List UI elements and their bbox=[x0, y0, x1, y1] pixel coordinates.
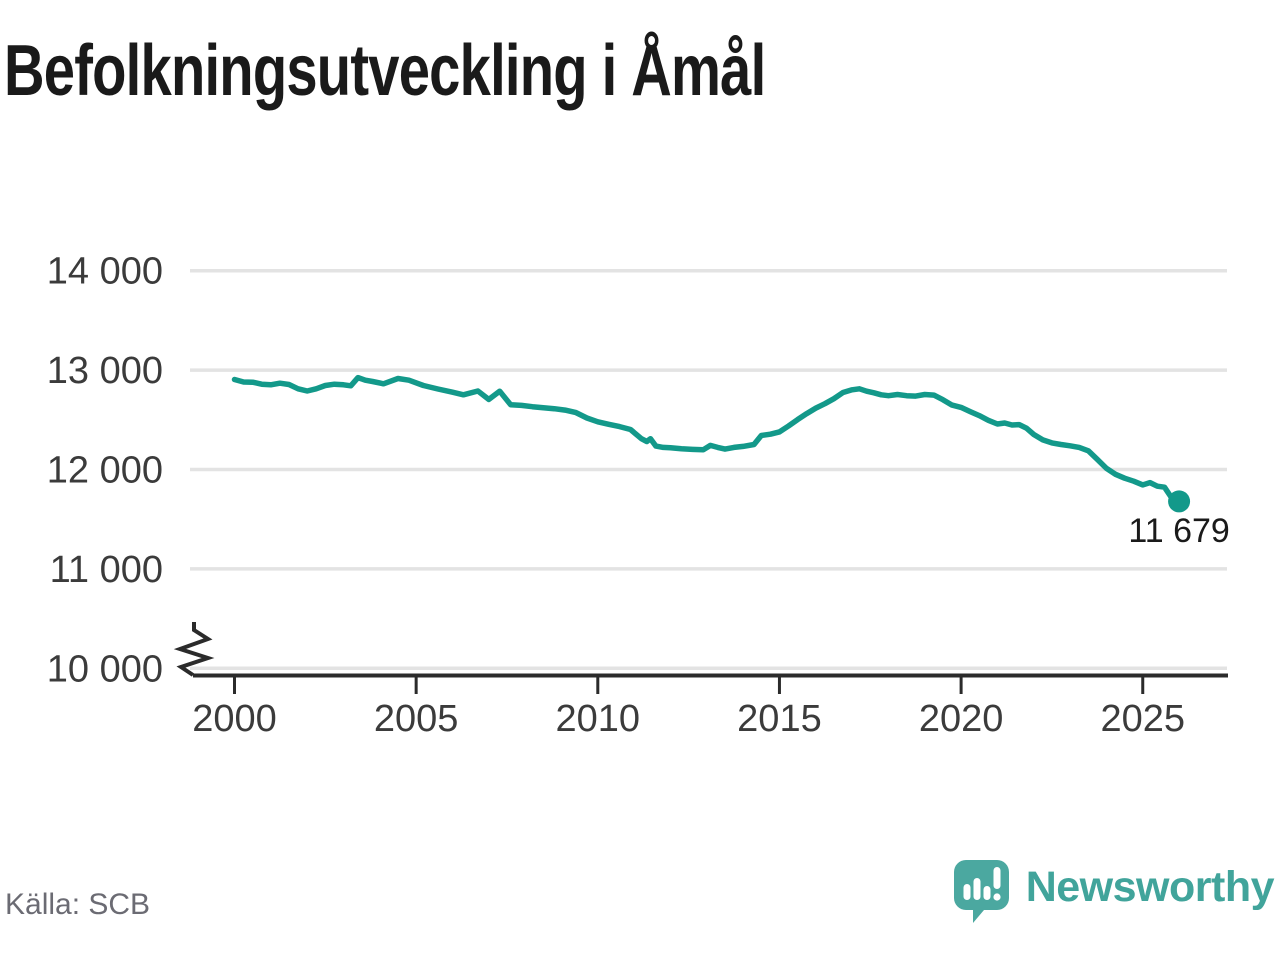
axis-break-icon bbox=[173, 622, 215, 677]
y-tick-label-14000: 14 000 bbox=[47, 251, 163, 293]
y-tick-label-12000: 12 000 bbox=[47, 450, 163, 492]
newsworthy-brand: Newsworthy bbox=[953, 858, 1275, 926]
newsworthy-wordmark: Newsworthy bbox=[1025, 862, 1275, 911]
x-tick-label-2020: 2020 bbox=[919, 698, 1004, 740]
newsworthy-logo-icon bbox=[953, 860, 1009, 923]
y-tick-label-11000: 11 000 bbox=[50, 549, 163, 591]
y-tick-label-10000: 10 000 bbox=[47, 648, 163, 690]
x-tick-label-2010: 2010 bbox=[556, 698, 641, 740]
end-point-value-label: 11 679 bbox=[1128, 512, 1229, 550]
chart-title: Befolkningsutveckling i Åmål bbox=[4, 31, 766, 111]
speech-bubble-shape bbox=[953, 860, 1009, 923]
y-tick-label-13000: 13 000 bbox=[47, 350, 163, 392]
x-tick-label-2000: 2000 bbox=[192, 698, 277, 740]
end-point-dot bbox=[1168, 490, 1191, 513]
x-tick-label-2015: 2015 bbox=[737, 698, 822, 740]
source-note: Källa: SCB bbox=[5, 888, 151, 921]
population-line bbox=[231, 374, 1182, 505]
bar-chart-exclamation-icon bbox=[963, 867, 1001, 901]
x-tick-label-2025: 2025 bbox=[1100, 698, 1185, 740]
x-tick-label-2005: 2005 bbox=[374, 698, 459, 740]
